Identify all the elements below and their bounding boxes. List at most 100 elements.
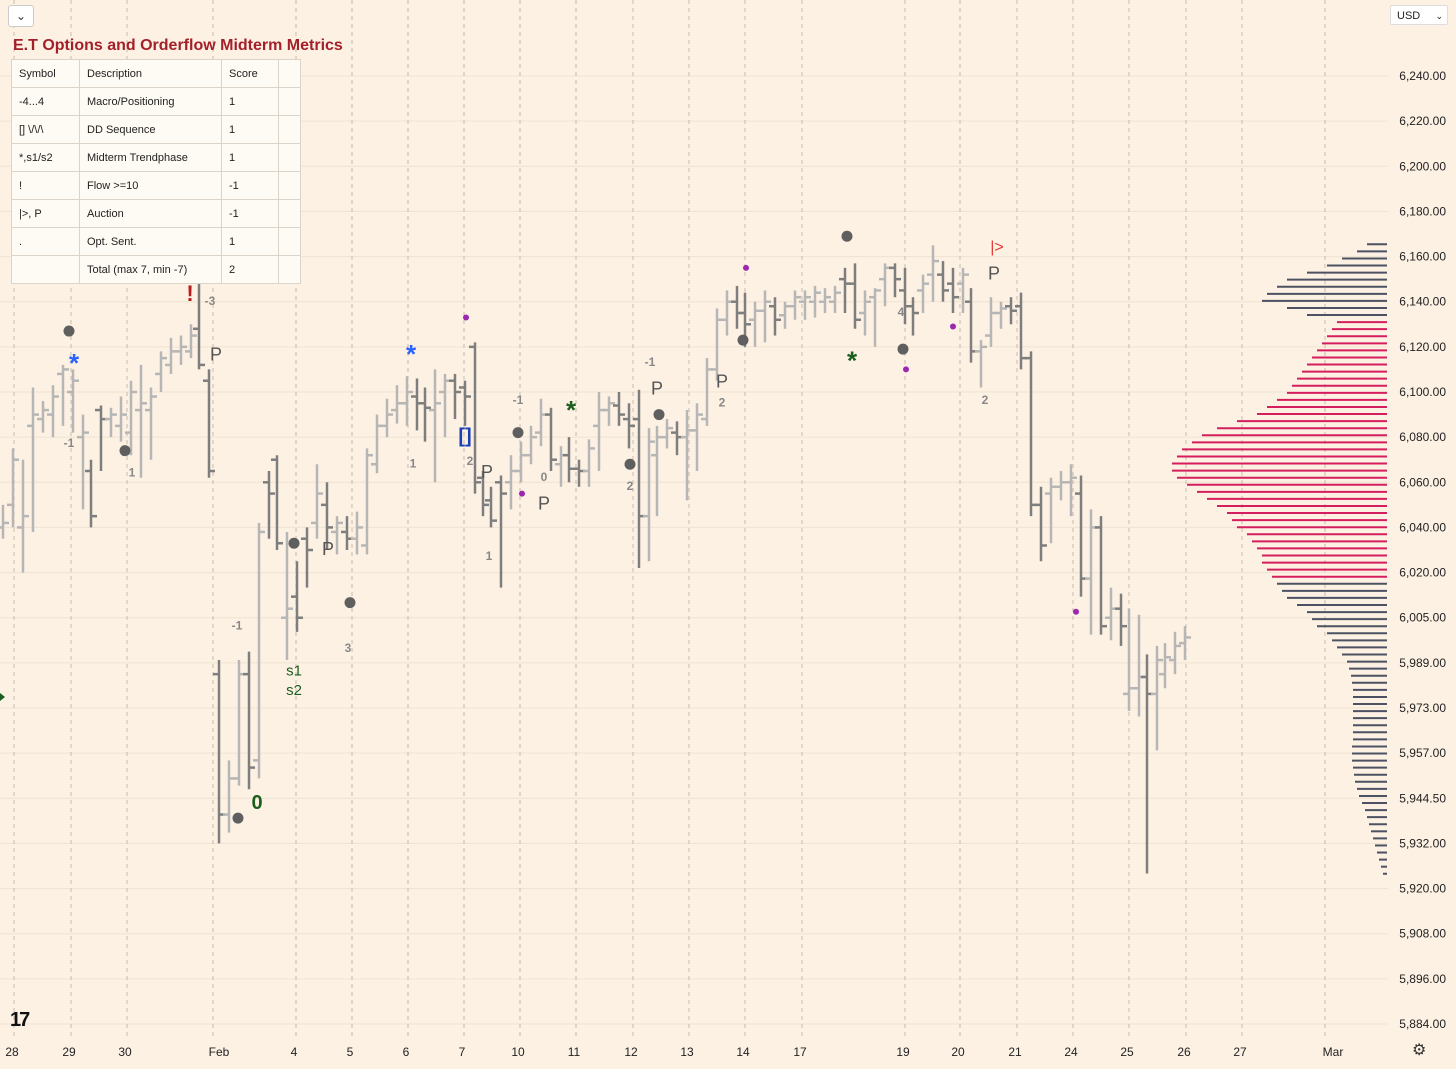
x-tick-label: 10 (511, 1045, 525, 1059)
y-tick-label: 6,040.00 (1399, 520, 1446, 534)
chart-annotation: [] (458, 425, 471, 447)
chart-annotation: 1 (410, 456, 417, 470)
metrics-description: Auction (79, 199, 222, 228)
marker-dot (737, 334, 749, 346)
metrics-spacer (278, 171, 301, 200)
metrics-symbol: |>, P (11, 199, 80, 228)
chart-annotation: P (210, 345, 222, 365)
y-tick-label: 6,120.00 (1399, 340, 1446, 354)
x-tick-label: 28 (5, 1045, 19, 1059)
currency-select[interactable]: USD ⌄ (1390, 5, 1448, 25)
x-tick-label: 13 (680, 1045, 694, 1059)
metrics-score: 1 (221, 143, 279, 172)
metrics-symbol: -4...4 (11, 87, 80, 116)
x-tick-label: 25 (1120, 1045, 1134, 1059)
metrics-symbol: [] \/\/\ (11, 115, 80, 144)
tradingview-logo[interactable]: 17 (10, 1009, 30, 1031)
chart-annotation: 2 (719, 395, 726, 409)
chart-annotation: 2 (982, 393, 989, 407)
metrics-header-description: Description (79, 59, 222, 88)
x-tick-label: 6 (403, 1045, 410, 1059)
metrics-score: 1 (221, 115, 279, 144)
table-row: ! Flow >=10 -1 (11, 171, 301, 200)
x-tick-label: 27 (1233, 1045, 1247, 1059)
x-tick-label: 19 (896, 1045, 910, 1059)
chart-annotation: -1 (513, 393, 524, 407)
marker-dot (653, 409, 665, 421)
metrics-header-row: Symbol Description Score (11, 59, 301, 88)
metrics-spacer (278, 199, 301, 228)
chart-annotation: 3 (345, 641, 352, 655)
x-tick-label: 20 (951, 1045, 965, 1059)
y-tick-label: 6,005.00 (1399, 611, 1446, 625)
y-tick-label: 6,080.00 (1399, 430, 1446, 444)
chart-annotation: -3 (205, 294, 216, 308)
metrics-symbol: . (11, 227, 80, 256)
chevron-down-icon[interactable]: ⌄ (8, 5, 34, 27)
chart-annotation: 4 (898, 305, 905, 319)
metrics-description: Midterm Trendphase (79, 143, 222, 172)
chart-annotation: P (481, 462, 493, 482)
metrics-score: -1 (221, 171, 279, 200)
chart-annotation: P (538, 494, 550, 514)
chart-annotation: 2 (627, 479, 634, 493)
y-tick-label: 6,020.00 (1399, 566, 1446, 580)
y-tick-label: 5,973.00 (1399, 701, 1446, 715)
sentiment-dot (1073, 608, 1079, 615)
metrics-description: Total (max 7, min -7) (79, 255, 222, 284)
metrics-symbol (11, 255, 80, 284)
x-tick-label: Mar (1323, 1045, 1344, 1059)
chart-annotation: * (69, 348, 80, 378)
marker-dot (344, 597, 356, 609)
chart-annotation: * (847, 346, 858, 376)
metrics-score: -1 (221, 199, 279, 228)
chart-annotation: P (716, 372, 728, 392)
y-tick-label: 5,896.00 (1399, 972, 1446, 986)
settings-icon[interactable]: ⚙ (1412, 1042, 1427, 1059)
metrics-spacer (278, 143, 301, 172)
table-row: Total (max 7, min -7) 2 (11, 255, 301, 284)
marker-dot (63, 325, 75, 337)
marker-dot (232, 812, 244, 824)
y-tick-label: 6,180.00 (1399, 204, 1446, 218)
chart-annotation: P (322, 539, 334, 559)
marker-dot (624, 458, 636, 470)
x-tick-label: 29 (62, 1045, 76, 1059)
table-row: [] \/\/\ DD Sequence 1 (11, 115, 301, 144)
y-tick-label: 6,060.00 (1399, 475, 1446, 489)
chevron-down-icon: ⌄ (1435, 11, 1443, 21)
x-tick-label: 5 (347, 1045, 354, 1059)
metrics-header-symbol: Symbol (11, 59, 80, 88)
chart-annotation: P (651, 378, 663, 398)
y-tick-label: 6,100.00 (1399, 385, 1446, 399)
metrics-score: 1 (221, 87, 279, 116)
metrics-description: Flow >=10 (79, 171, 222, 200)
metrics-title: E.T Options and Orderflow Midterm Metric… (13, 37, 343, 54)
metrics-description: DD Sequence (79, 115, 222, 144)
metrics-header-spacer (278, 59, 301, 88)
chart-annotation: 0 (541, 470, 548, 484)
chart-annotation: 1 (486, 549, 493, 563)
y-tick-label: 6,240.00 (1399, 69, 1446, 83)
metrics-header-score: Score (221, 59, 279, 88)
x-tick-label: 7 (459, 1045, 466, 1059)
currency-label: USD (1397, 10, 1421, 22)
chart-annotation: |> (990, 239, 1004, 256)
y-tick-label: 5,884.00 (1399, 1017, 1446, 1031)
marker-dot (288, 537, 300, 549)
x-tick-label: 17 (793, 1045, 807, 1059)
metrics-description: Opt. Sent. (79, 227, 222, 256)
metrics-table: Symbol Description Score -4...4 Macro/Pos… (11, 59, 301, 284)
marker-dot (119, 445, 131, 457)
table-row: *,s1/s2 Midterm Trendphase 1 (11, 143, 301, 172)
sentiment-dot (463, 314, 469, 321)
y-tick-label: 5,957.00 (1399, 746, 1446, 760)
y-tick-label: 6,160.00 (1399, 250, 1446, 264)
arrow-right-icon (0, 693, 5, 701)
y-tick-label: 5,920.00 (1399, 882, 1446, 896)
y-tick-label: 6,200.00 (1399, 159, 1446, 173)
chart-annotation: P (988, 263, 1000, 283)
x-tick-label: 14 (736, 1045, 750, 1059)
chart-annotation: 0 (251, 792, 262, 814)
